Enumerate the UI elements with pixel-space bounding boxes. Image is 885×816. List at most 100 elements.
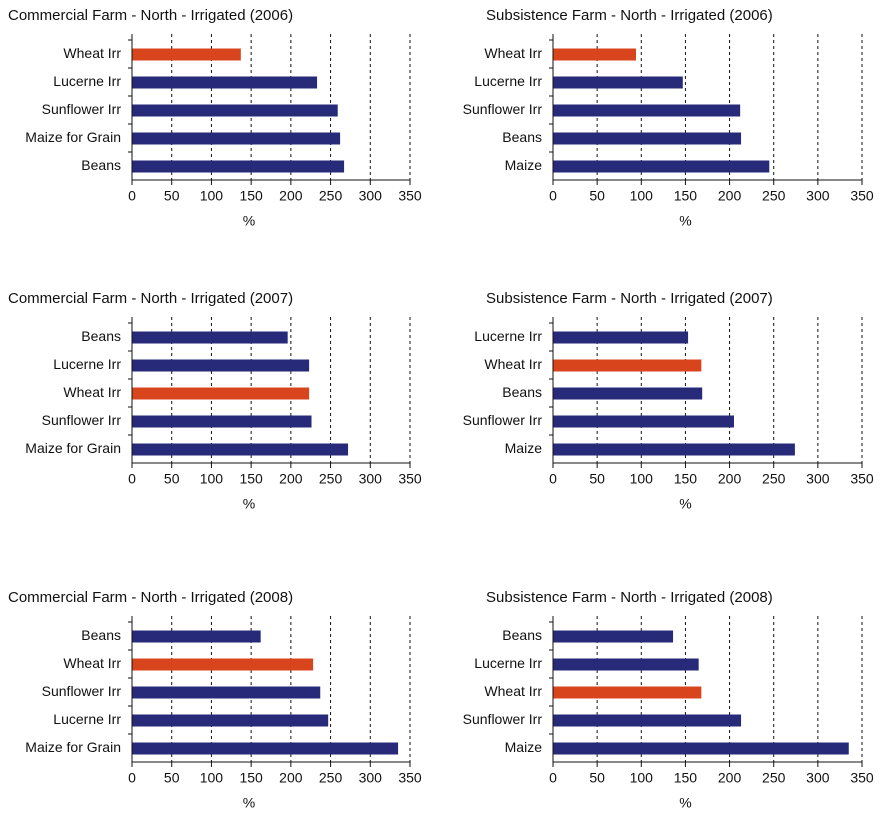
chart-title: Commercial Farm - North - Irrigated (200… (8, 290, 293, 307)
y-tick-label: Sunflower Irr (42, 101, 122, 117)
bar (553, 415, 734, 428)
chart-title: Subsistence Farm - North - Irrigated (20… (486, 589, 773, 606)
bar (132, 48, 241, 61)
y-tick-label: Wheat Irr (484, 45, 542, 61)
x-tick-label: 50 (589, 770, 605, 786)
y-tick-label: Beans (81, 328, 121, 344)
x-tick-label: 50 (589, 188, 605, 204)
bar (132, 630, 261, 643)
y-tick-label: Sunflower Irr (42, 412, 122, 428)
x-tick-label: 350 (398, 188, 422, 204)
bar (132, 104, 338, 117)
bar (132, 443, 349, 456)
y-tick-label: Maize (505, 157, 543, 173)
bar (553, 714, 742, 727)
x-tick-label: 250 (319, 471, 343, 487)
x-tick-label: 0 (549, 770, 557, 786)
bar (553, 443, 795, 456)
y-tick-label: Wheat Irr (63, 655, 121, 671)
bar (132, 742, 399, 755)
x-tick-label: 350 (850, 471, 874, 487)
bar (132, 658, 314, 671)
y-tick-label: Lucerne Irr (53, 356, 121, 372)
x-tick-label: 100 (630, 770, 654, 786)
x-tick-label: 150 (674, 770, 698, 786)
x-axis-label: % (243, 496, 255, 512)
bar (132, 132, 341, 145)
bar (132, 387, 310, 400)
x-tick-label: 350 (850, 188, 874, 204)
x-tick-label: 350 (398, 471, 422, 487)
x-tick-label: 250 (319, 770, 343, 786)
bar (132, 76, 318, 89)
y-tick-label: Maize (505, 739, 543, 755)
x-tick-label: 0 (128, 188, 136, 204)
bar (553, 48, 636, 61)
y-tick-label: Maize for Grain (25, 440, 121, 456)
bar (553, 76, 683, 89)
y-tick-label: Wheat Irr (63, 45, 121, 61)
x-tick-label: 0 (128, 770, 136, 786)
bar (553, 160, 770, 173)
x-axis-label: % (243, 795, 255, 811)
bar (553, 630, 674, 643)
x-tick-label: 50 (589, 471, 605, 487)
x-tick-label: 250 (762, 471, 786, 487)
bar (132, 686, 321, 699)
y-tick-label: Wheat Irr (484, 683, 542, 699)
x-tick-label: 50 (164, 188, 180, 204)
y-tick-label: Sunflower Irr (463, 412, 543, 428)
bar (132, 359, 310, 372)
x-tick-label: 350 (850, 770, 874, 786)
x-tick-label: 300 (806, 188, 830, 204)
x-tick-label: 150 (239, 770, 263, 786)
x-tick-label: 200 (279, 770, 303, 786)
bar (553, 658, 699, 671)
x-tick-label: 350 (398, 770, 422, 786)
bar (132, 331, 288, 344)
x-tick-label: 200 (718, 471, 742, 487)
y-tick-label: Beans (81, 627, 121, 643)
x-tick-label: 50 (164, 471, 180, 487)
x-tick-label: 250 (319, 188, 343, 204)
x-tick-label: 200 (279, 188, 303, 204)
x-tick-label: 100 (200, 770, 224, 786)
y-tick-label: Wheat Irr (484, 356, 542, 372)
x-tick-label: 0 (128, 471, 136, 487)
bar (553, 132, 742, 145)
x-tick-label: 250 (762, 770, 786, 786)
y-tick-label: Beans (502, 384, 542, 400)
x-tick-label: 300 (359, 770, 383, 786)
chart-title: Subsistence Farm - North - Irrigated (20… (486, 7, 773, 24)
x-axis-label: % (679, 795, 691, 811)
y-tick-label: Maize (505, 440, 543, 456)
bar (132, 415, 312, 428)
bar (553, 331, 689, 344)
x-tick-label: 100 (200, 188, 224, 204)
bar (553, 686, 702, 699)
x-tick-label: 150 (674, 471, 698, 487)
y-tick-label: Maize for Grain (25, 739, 121, 755)
x-axis-label: % (679, 496, 691, 512)
bar (132, 714, 329, 727)
x-tick-label: 150 (239, 188, 263, 204)
y-tick-label: Wheat Irr (63, 384, 121, 400)
y-tick-label: Beans (502, 627, 542, 643)
x-tick-label: 0 (549, 471, 557, 487)
x-tick-label: 150 (674, 188, 698, 204)
chart-title: Subsistence Farm - North - Irrigated (20… (486, 290, 773, 307)
x-tick-label: 300 (806, 770, 830, 786)
x-tick-label: 100 (630, 471, 654, 487)
y-tick-label: Lucerne Irr (474, 328, 542, 344)
y-tick-label: Sunflower Irr (42, 683, 122, 699)
y-tick-label: Sunflower Irr (463, 101, 543, 117)
bar (553, 387, 703, 400)
chart-title: Commercial Farm - North - Irrigated (200… (8, 7, 293, 24)
x-tick-label: 100 (630, 188, 654, 204)
x-tick-label: 0 (549, 188, 557, 204)
x-tick-label: 300 (359, 471, 383, 487)
bar (553, 742, 849, 755)
bar (553, 359, 702, 372)
y-tick-label: Lucerne Irr (53, 711, 121, 727)
